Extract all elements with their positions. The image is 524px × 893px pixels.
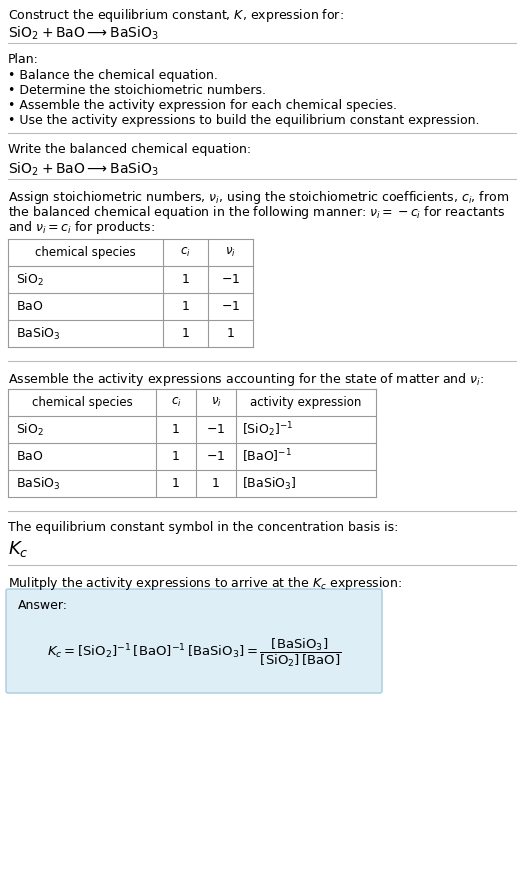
Text: Assign stoichiometric numbers, $\nu_i$, using the stoichiometric coefficients, $: Assign stoichiometric numbers, $\nu_i$, … — [8, 189, 509, 206]
Text: $\mathrm{SiO_2 + BaO \longrightarrow BaSiO_3}$: $\mathrm{SiO_2 + BaO \longrightarrow BaS… — [8, 25, 159, 42]
Text: the balanced chemical equation in the following manner: $\nu_i = -c_i$ for react: the balanced chemical equation in the fo… — [8, 204, 506, 221]
Text: Construct the equilibrium constant, $K$, expression for:: Construct the equilibrium constant, $K$,… — [8, 7, 344, 24]
Text: Mulitply the activity expressions to arrive at the $K_c$ expression:: Mulitply the activity expressions to arr… — [8, 575, 402, 592]
Text: $\mathrm{BaO}$: $\mathrm{BaO}$ — [16, 450, 43, 463]
Text: $\mathrm{SiO_2 + BaO \longrightarrow BaSiO_3}$: $\mathrm{SiO_2 + BaO \longrightarrow BaS… — [8, 161, 159, 179]
Text: chemical species: chemical species — [31, 396, 133, 409]
Text: $\nu_i$: $\nu_i$ — [225, 246, 236, 259]
Text: 1: 1 — [172, 477, 180, 490]
Text: $\mathrm{BaSiO_3}$: $\mathrm{BaSiO_3}$ — [16, 325, 60, 341]
Text: The equilibrium constant symbol in the concentration basis is:: The equilibrium constant symbol in the c… — [8, 521, 398, 534]
Text: • Balance the chemical equation.: • Balance the chemical equation. — [8, 69, 218, 82]
Text: 1: 1 — [172, 423, 180, 436]
Text: $-1$: $-1$ — [206, 423, 226, 436]
Text: 1: 1 — [181, 300, 190, 313]
Text: $-1$: $-1$ — [221, 300, 240, 313]
Text: 1: 1 — [181, 273, 190, 286]
Text: $[\mathrm{BaO}]^{-1}$: $[\mathrm{BaO}]^{-1}$ — [242, 447, 292, 465]
Text: • Assemble the activity expression for each chemical species.: • Assemble the activity expression for e… — [8, 99, 397, 112]
Text: • Use the activity expressions to build the equilibrium constant expression.: • Use the activity expressions to build … — [8, 114, 479, 127]
Text: Plan:: Plan: — [8, 53, 39, 66]
Text: $\nu_i$: $\nu_i$ — [211, 396, 222, 409]
Text: $-1$: $-1$ — [221, 273, 240, 286]
Text: • Determine the stoichiometric numbers.: • Determine the stoichiometric numbers. — [8, 84, 266, 97]
Text: 1: 1 — [212, 477, 220, 490]
Text: 1: 1 — [226, 327, 234, 340]
Text: activity expression: activity expression — [250, 396, 362, 409]
Text: $K_c$: $K_c$ — [8, 539, 29, 559]
Text: chemical species: chemical species — [35, 246, 136, 259]
Text: Answer:: Answer: — [18, 599, 68, 612]
Text: 1: 1 — [172, 450, 180, 463]
Text: $c_i$: $c_i$ — [171, 396, 181, 409]
Text: $K_c = [\mathrm{SiO_2}]^{-1}\,[\mathrm{BaO}]^{-1}\,[\mathrm{BaSiO_3}] = \dfrac{[: $K_c = [\mathrm{SiO_2}]^{-1}\,[\mathrm{B… — [47, 637, 341, 669]
Text: $\mathrm{BaO}$: $\mathrm{BaO}$ — [16, 300, 43, 313]
FancyBboxPatch shape — [6, 589, 382, 693]
Text: Assemble the activity expressions accounting for the state of matter and $\nu_i$: Assemble the activity expressions accoun… — [8, 371, 484, 388]
Text: $\mathrm{SiO_2}$: $\mathrm{SiO_2}$ — [16, 271, 44, 288]
Text: $-1$: $-1$ — [206, 450, 226, 463]
Text: $\mathrm{BaSiO_3}$: $\mathrm{BaSiO_3}$ — [16, 475, 60, 491]
Text: Write the balanced chemical equation:: Write the balanced chemical equation: — [8, 143, 251, 156]
Text: and $\nu_i = c_i$ for products:: and $\nu_i = c_i$ for products: — [8, 219, 155, 236]
Text: $c_i$: $c_i$ — [180, 246, 191, 259]
Text: $[\mathrm{BaSiO_3}]$: $[\mathrm{BaSiO_3}]$ — [242, 475, 296, 491]
Text: 1: 1 — [181, 327, 190, 340]
Text: $[\mathrm{SiO_2}]^{-1}$: $[\mathrm{SiO_2}]^{-1}$ — [242, 420, 293, 438]
Text: $\mathrm{SiO_2}$: $\mathrm{SiO_2}$ — [16, 421, 44, 438]
